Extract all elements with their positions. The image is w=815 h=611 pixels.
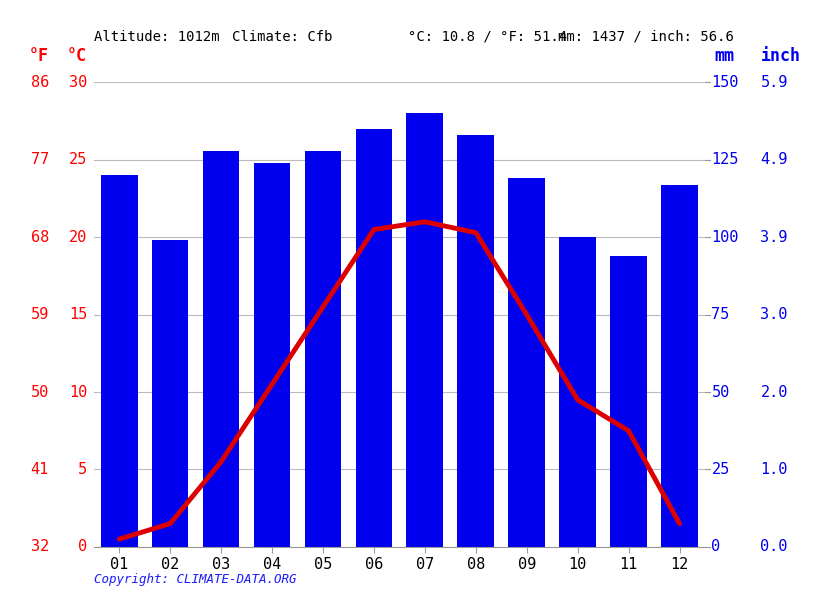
Text: 50: 50 <box>711 384 729 400</box>
Text: 0.0: 0.0 <box>760 540 788 554</box>
Bar <box>253 163 290 547</box>
Bar <box>305 150 341 547</box>
Text: 25: 25 <box>69 152 87 167</box>
Text: °C: 10.8 / °F: 51.4: °C: 10.8 / °F: 51.4 <box>408 30 566 43</box>
Text: mm: mm <box>715 48 735 65</box>
Text: 86: 86 <box>31 75 49 90</box>
Text: 10: 10 <box>69 384 87 400</box>
Text: 150: 150 <box>711 75 739 90</box>
Bar <box>355 129 392 547</box>
Text: 0: 0 <box>78 540 87 554</box>
Text: 30: 30 <box>69 75 87 90</box>
Text: 32: 32 <box>31 540 49 554</box>
Bar <box>661 185 698 547</box>
Text: °F: °F <box>29 48 49 65</box>
Text: 5.9: 5.9 <box>760 75 788 90</box>
Bar <box>101 175 138 547</box>
Text: 59: 59 <box>31 307 49 322</box>
Text: 50: 50 <box>31 384 49 400</box>
Text: Climate: Cfb: Climate: Cfb <box>232 30 333 43</box>
Text: °C: °C <box>67 48 87 65</box>
Text: 3.0: 3.0 <box>760 307 788 322</box>
Text: 2.0: 2.0 <box>760 384 788 400</box>
Bar <box>509 178 545 547</box>
Bar <box>152 240 188 547</box>
Text: mm: 1437 / inch: 56.6: mm: 1437 / inch: 56.6 <box>558 30 734 43</box>
Bar <box>457 135 494 547</box>
Text: 1.0: 1.0 <box>760 462 788 477</box>
Text: 20: 20 <box>69 230 87 245</box>
Bar <box>559 237 596 547</box>
Text: 77: 77 <box>31 152 49 167</box>
Text: 0: 0 <box>711 540 720 554</box>
Text: inch: inch <box>760 48 800 65</box>
Text: 100: 100 <box>711 230 739 245</box>
Text: 3.9: 3.9 <box>760 230 788 245</box>
Text: Altitude: 1012m: Altitude: 1012m <box>94 30 219 43</box>
Text: 68: 68 <box>31 230 49 245</box>
Bar <box>407 114 443 547</box>
Text: 75: 75 <box>711 307 729 322</box>
Text: 5: 5 <box>78 462 87 477</box>
Bar <box>203 150 240 547</box>
Text: 25: 25 <box>711 462 729 477</box>
Text: Copyright: CLIMATE-DATA.ORG: Copyright: CLIMATE-DATA.ORG <box>94 573 296 585</box>
Text: 15: 15 <box>69 307 87 322</box>
Text: 125: 125 <box>711 152 739 167</box>
Text: 4.9: 4.9 <box>760 152 788 167</box>
Bar <box>610 256 647 547</box>
Text: 41: 41 <box>31 462 49 477</box>
